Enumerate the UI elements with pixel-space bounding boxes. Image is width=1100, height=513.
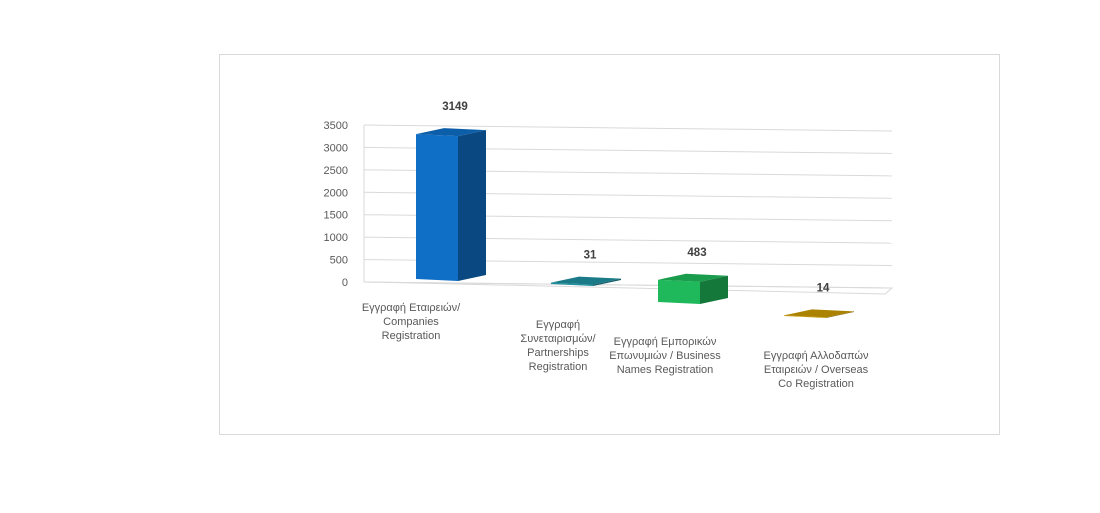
chart-frame: 0 500 1000 1500 2000 2500 3000 3500 3149 31 483 14…: [219, 54, 1000, 435]
category-labels: Εγγραφή Εταιρειών/Companies Registration Ε…: [362, 302, 869, 390]
bar: [416, 128, 486, 281]
category-label: Εγγραφή Εταιρειών/Companies Registration: [362, 302, 461, 342]
y-tick-label: 1000: [324, 232, 348, 244]
y-tick-label: 500: [330, 255, 348, 267]
y-tick-label: 2000: [324, 187, 348, 199]
category-label: Εγγραφή Εμπορικών Επωνυμιών / Business Nam…: [609, 336, 721, 376]
bar-chart-3d: 0 500 1000 1500 2000 2500 3000 3500 3149 31 483 14…: [324, 101, 894, 390]
bar: [658, 273, 728, 304]
y-tick-label: 0: [342, 277, 348, 289]
category-label: Εγγραφή Αλλοδαπών Εταιρειών / Overseas Co …: [764, 350, 869, 390]
data-label: 3149: [442, 101, 468, 113]
bar: [784, 309, 854, 318]
y-tick-label: 2500: [324, 165, 348, 177]
y-axis-ticks: 0 500 1000 1500 2000 2500 3000 3500: [324, 120, 348, 289]
gridline: [363, 281, 893, 289]
data-label: 14: [817, 282, 830, 294]
data-label: 483: [687, 247, 706, 259]
y-tick-label: 1500: [324, 210, 348, 222]
data-labels: 3149 31 483 14: [442, 101, 830, 294]
gridline: [363, 124, 893, 132]
chart-floor: [363, 281, 894, 295]
category-label: Εγγραφή Συνεταιρισμών/Partnerships Registr…: [520, 319, 596, 373]
y-tick-label: 3500: [324, 120, 348, 132]
bar: [551, 276, 621, 286]
chart-left-wall: [363, 125, 372, 283]
y-tick-label: 3000: [324, 142, 348, 154]
bars: [416, 128, 854, 318]
data-label: 31: [584, 250, 597, 262]
